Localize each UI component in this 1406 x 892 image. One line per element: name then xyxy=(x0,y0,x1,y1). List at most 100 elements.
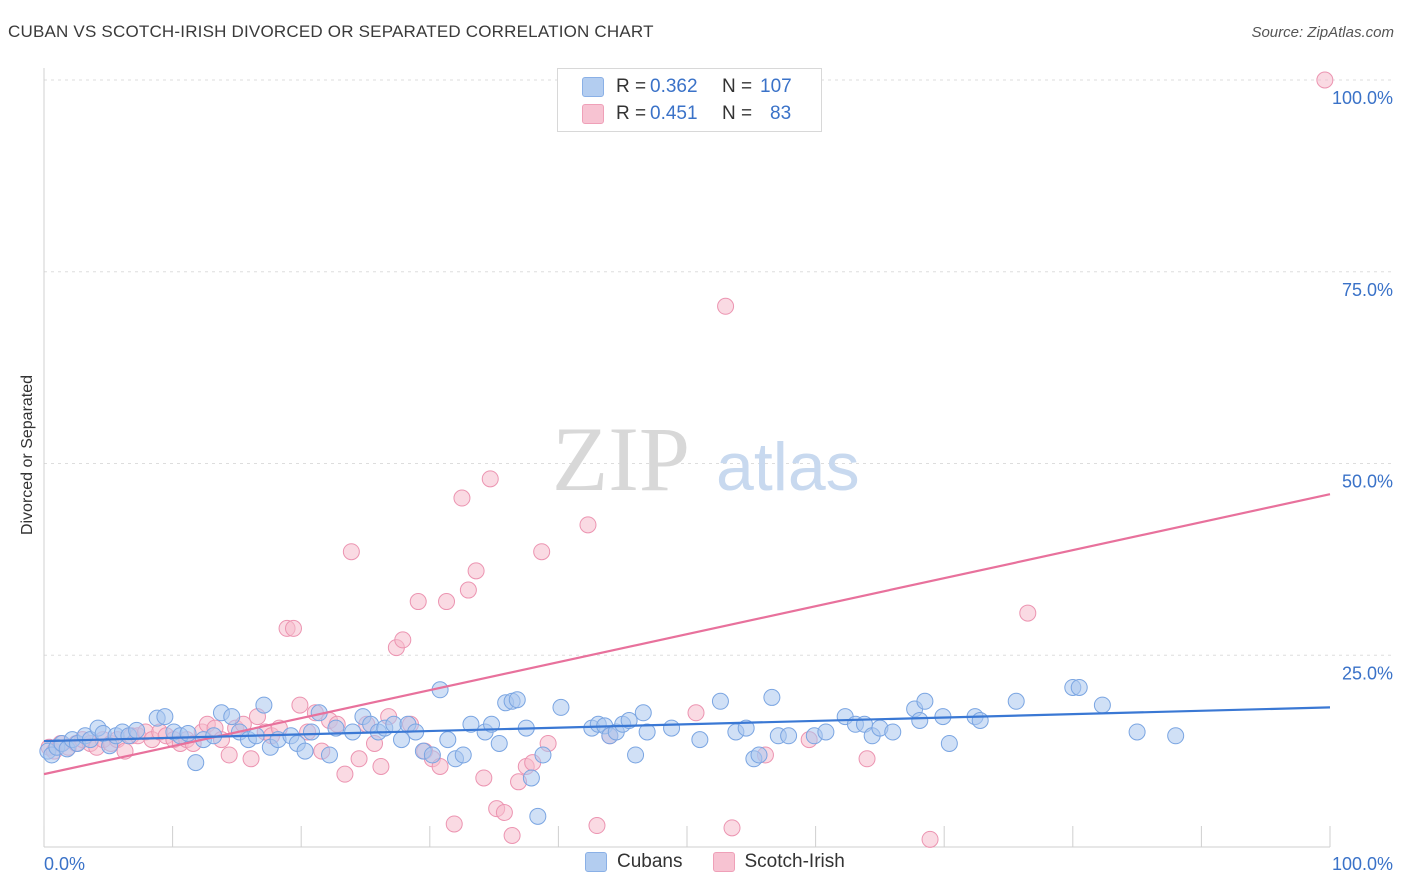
legend-n-label: N = xyxy=(722,103,753,124)
y-tick-label: 100.0% xyxy=(1332,88,1393,108)
scotch-irish-point xyxy=(579,516,597,534)
series-swatch-scotch-irish xyxy=(712,852,735,872)
cubans-point xyxy=(385,715,403,733)
cubans-point xyxy=(423,746,441,764)
cubans-point xyxy=(552,698,570,716)
cubans-point xyxy=(522,769,540,787)
tick-labels: 25.0% 50.0% 75.0% 100.0% 0.0% 100.0% xyxy=(44,88,1393,874)
cubans-point xyxy=(490,734,508,752)
scotch-irish-point xyxy=(467,562,485,580)
series-legend-cubans: Cubans xyxy=(585,851,683,873)
scotch-irish-point xyxy=(475,769,493,787)
cubans-point xyxy=(971,711,989,729)
scotch-irish-point xyxy=(588,817,606,835)
stats-legend: R = 0.362 N = 107 R = 0.451 N = 83 xyxy=(557,68,822,132)
scotch-irish-point xyxy=(921,830,939,848)
cubans-point xyxy=(296,742,314,760)
watermark-zip: ZIP xyxy=(552,408,690,510)
cubans-point xyxy=(156,708,174,726)
cubans-point xyxy=(327,719,345,737)
scotch-irish-point xyxy=(438,593,456,611)
scotch-irish-point xyxy=(533,543,551,561)
cubans-point xyxy=(940,734,958,752)
legend-row-cubans: R = 0.362 N = 107 xyxy=(558,74,792,100)
scotch-irish-point xyxy=(342,543,360,561)
cubans-point xyxy=(663,719,681,737)
cubans-point xyxy=(187,754,205,772)
cubans-point xyxy=(534,746,552,764)
cubans-point xyxy=(320,746,338,764)
grid-lines xyxy=(44,79,1392,656)
cubans-point xyxy=(223,708,241,726)
cubans-point xyxy=(1007,692,1025,710)
cubans-point xyxy=(1070,678,1088,696)
cubans-point xyxy=(911,711,929,729)
cubans-point xyxy=(454,746,472,764)
series-label-scotch-irish: Scotch-Irish xyxy=(744,851,845,872)
cubans-points xyxy=(39,678,1185,825)
cubans-point xyxy=(627,746,645,764)
legend-r-label: R = xyxy=(616,76,647,97)
scotch-irish-point xyxy=(372,757,390,775)
y-axis-label: Divorced or Separated xyxy=(19,374,36,536)
scotch-irish-point xyxy=(445,815,463,833)
legend-n-label: N = xyxy=(722,76,753,97)
cubans-point xyxy=(1128,723,1146,741)
chart-title: CUBAN VS SCOTCH-IRISH DIVORCED OR SEPARA… xyxy=(8,22,654,41)
x-tick-label: 0.0% xyxy=(44,854,85,874)
scotch-irish-point xyxy=(1316,71,1334,89)
cubans-point xyxy=(439,731,457,749)
cubans-point xyxy=(817,723,835,741)
scotch-irish-point xyxy=(858,750,876,768)
scotch-irish-trend-line xyxy=(43,493,1331,776)
scotch-irish-point xyxy=(284,619,302,637)
scotch-irish-point xyxy=(1019,604,1037,622)
y-tick-label: 50.0% xyxy=(1342,472,1393,492)
cubans-point xyxy=(691,731,709,749)
scotch-irish-point xyxy=(723,819,741,837)
cubans-point xyxy=(737,719,755,737)
watermark-atlas: atlas xyxy=(716,429,860,505)
trend-lines xyxy=(43,493,1331,776)
scotch-irish-point xyxy=(242,750,260,768)
cubans-point xyxy=(393,731,411,749)
cubans-trend-line xyxy=(43,706,1331,743)
series-legend-scotch-irish: Scotch-Irish xyxy=(712,851,845,873)
cubans-point xyxy=(750,746,768,764)
scotch-irish-point xyxy=(717,297,735,315)
cubans-point xyxy=(1167,727,1185,745)
scotch-irish-point xyxy=(220,746,238,764)
scotch-irish-point xyxy=(291,696,309,714)
cubans-point xyxy=(302,723,320,741)
series-label-cubans: Cubans xyxy=(617,851,683,872)
cubans-point xyxy=(780,727,798,745)
scotch-irish-point xyxy=(409,593,427,611)
cubans-point xyxy=(462,715,480,733)
legend-row-scotch-irish: R = 0.451 N = 83 xyxy=(558,101,791,127)
legend-swatch-scotch-irish xyxy=(582,104,604,124)
cubans-point xyxy=(508,691,526,709)
cubans-point xyxy=(638,723,656,741)
scotch-irish-point xyxy=(336,765,354,783)
chart-source: Source: ZipAtlas.com xyxy=(1251,24,1394,41)
cubans-point xyxy=(1093,696,1111,714)
scotch-irish-point xyxy=(687,704,705,722)
legend-n-value: 83 xyxy=(770,103,792,124)
x-tick-label: 100.0% xyxy=(1332,854,1393,874)
cubans-point xyxy=(620,711,638,729)
y-tick-label: 25.0% xyxy=(1342,663,1393,683)
cubans-point xyxy=(884,723,902,741)
scotch-irish-point xyxy=(503,826,521,844)
cubans-point xyxy=(179,724,197,742)
y-tick-label: 75.0% xyxy=(1342,280,1393,300)
cubans-point xyxy=(128,721,146,739)
scotch-irish-point xyxy=(350,750,368,768)
legend-r-value: 0.362 xyxy=(650,76,698,97)
legend-r-value: 0.451 xyxy=(650,103,698,124)
series-legend: Cubans Scotch-Irish xyxy=(585,851,875,873)
legend-r-label: R = xyxy=(616,103,647,124)
cubans-point xyxy=(255,696,273,714)
scotch-irish-point xyxy=(481,470,499,488)
watermark: ZIP atlas xyxy=(552,408,860,510)
